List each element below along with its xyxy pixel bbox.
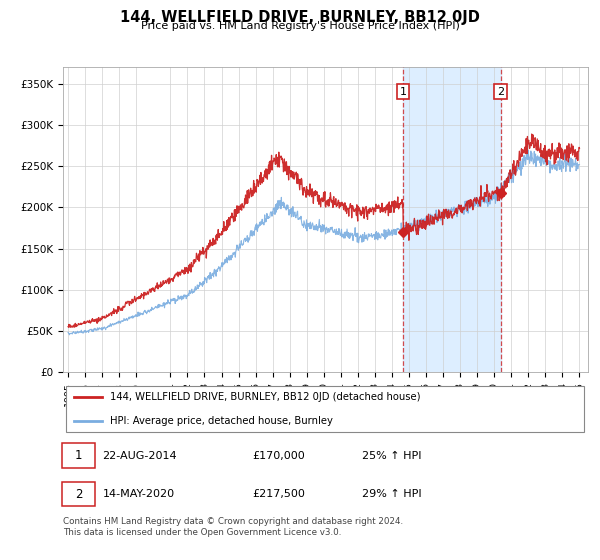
Text: 144, WELLFIELD DRIVE, BURNLEY, BB12 0JD (detached house): 144, WELLFIELD DRIVE, BURNLEY, BB12 0JD …	[110, 392, 421, 402]
FancyBboxPatch shape	[65, 386, 584, 432]
FancyBboxPatch shape	[62, 444, 95, 468]
Text: HPI: Average price, detached house, Burnley: HPI: Average price, detached house, Burn…	[110, 417, 333, 426]
Text: Contains HM Land Registry data © Crown copyright and database right 2024.
This d: Contains HM Land Registry data © Crown c…	[63, 517, 403, 537]
Text: 14-MAY-2020: 14-MAY-2020	[103, 489, 175, 499]
FancyBboxPatch shape	[62, 482, 95, 506]
Text: 2: 2	[75, 488, 83, 501]
Text: 25% ↑ HPI: 25% ↑ HPI	[362, 451, 422, 461]
Text: £217,500: £217,500	[252, 489, 305, 499]
Text: 1: 1	[400, 87, 407, 97]
Text: 22-AUG-2014: 22-AUG-2014	[103, 451, 177, 461]
Bar	[403, 67, 501, 372]
Text: 2: 2	[497, 87, 504, 97]
Text: 144, WELLFIELD DRIVE, BURNLEY, BB12 0JD: 144, WELLFIELD DRIVE, BURNLEY, BB12 0JD	[120, 10, 480, 25]
Text: £170,000: £170,000	[252, 451, 305, 461]
Text: 29% ↑ HPI: 29% ↑ HPI	[362, 489, 422, 499]
Text: Price paid vs. HM Land Registry's House Price Index (HPI): Price paid vs. HM Land Registry's House …	[140, 21, 460, 31]
Text: 1: 1	[75, 449, 83, 462]
